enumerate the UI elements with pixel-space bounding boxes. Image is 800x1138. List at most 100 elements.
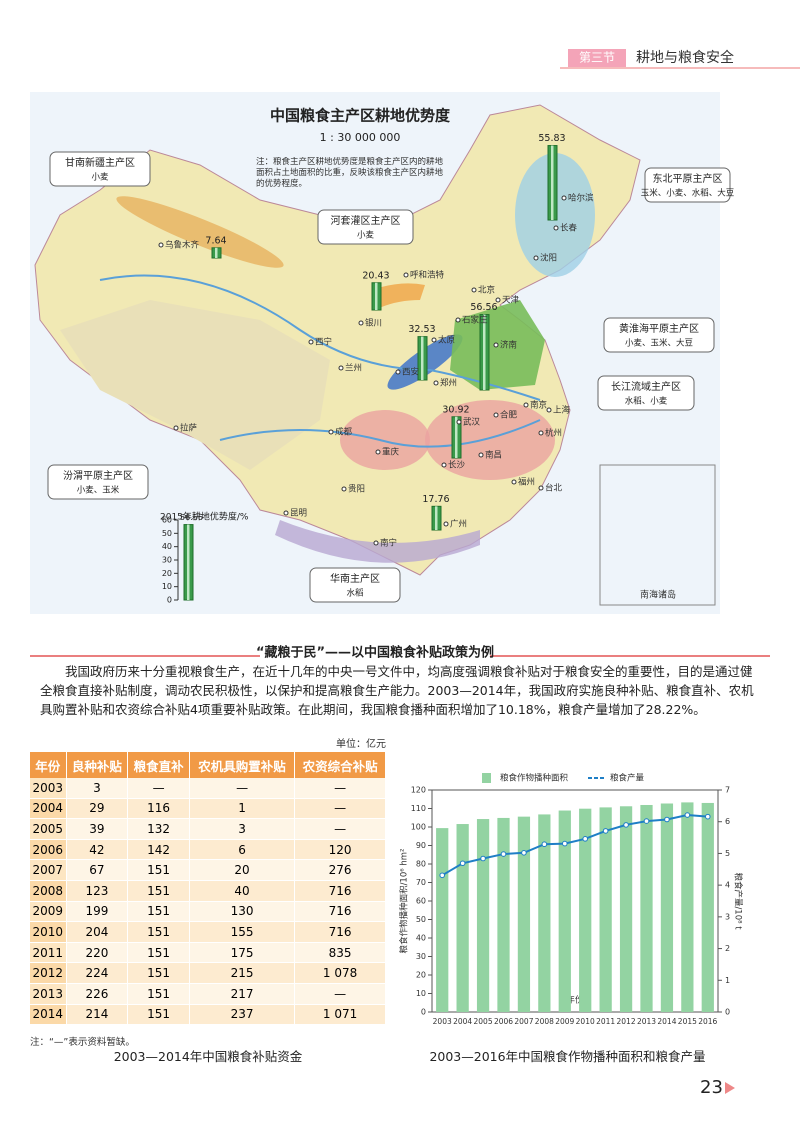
table-row: 2005 39 132 3—: [30, 818, 386, 840]
map-bar-shine: [375, 282, 378, 310]
line-marker: [623, 822, 629, 828]
table-cell: 20: [189, 859, 296, 881]
city-dot: [553, 225, 559, 231]
x-tick-label: 2010: [576, 1017, 595, 1026]
table-cell: 716: [294, 921, 386, 943]
city-dot: [538, 485, 544, 491]
table-row: 2012 224 151 215 1 078: [30, 962, 386, 984]
y-tick-label: 70: [416, 878, 426, 887]
table-cell: —: [294, 818, 386, 840]
section-label: 第三节: [579, 51, 615, 65]
map-value-label: 30.92: [442, 404, 469, 415]
x-tick-label: 2012: [617, 1017, 636, 1026]
region-box: [644, 167, 731, 203]
city-label: 昆明: [290, 509, 307, 519]
section-title-bg: [260, 642, 490, 664]
city-dot: [533, 255, 539, 261]
bar: [599, 807, 612, 1012]
city-label: 北京: [478, 285, 495, 296]
table-cell: 224: [66, 962, 129, 984]
region-box: [309, 567, 401, 603]
line-marker: [561, 840, 568, 847]
y2-tick-label: 0: [725, 1008, 730, 1017]
legend-tick-label: 20: [162, 569, 172, 578]
y-tick-label: 110: [411, 804, 426, 813]
section-tag: [568, 49, 626, 67]
map-value-label: 56.56: [470, 302, 497, 313]
table-cell: 1 078: [294, 962, 386, 984]
legend-tick-label: 40: [162, 542, 172, 551]
city-label: 杭州: [545, 428, 562, 439]
city-dot: [373, 540, 379, 546]
city-dot: [173, 425, 179, 431]
x-axis-label: 年份: [566, 995, 584, 1006]
table-header-cell: 年份: [30, 752, 67, 778]
city-dot: [493, 412, 499, 418]
city-label: 西安: [402, 367, 419, 378]
city-label: 太原: [438, 335, 455, 346]
city-dot: [328, 429, 334, 435]
table-cell: 130: [189, 901, 296, 923]
y-tick-label: 100: [411, 823, 426, 832]
y2-tick-label: 2: [725, 944, 730, 953]
bar: [681, 802, 694, 1012]
map-bar-shine: [421, 336, 424, 380]
city-dot: [283, 510, 289, 516]
city-label: 南昌: [485, 450, 502, 461]
city-label: 南宁: [380, 538, 397, 549]
city-dot: [546, 407, 552, 413]
line-marker: [704, 813, 711, 820]
city-dot: [403, 272, 409, 278]
table-cell: 151: [127, 962, 190, 984]
city-label: 武汉: [463, 417, 481, 428]
bar: [660, 803, 674, 1012]
city-dot: [523, 402, 529, 408]
table-cell: 237: [189, 1004, 296, 1026]
city-dot: [341, 486, 347, 492]
city-dot: [455, 317, 461, 323]
table-row: 2014 214 151 237 1 071: [30, 1004, 386, 1026]
legend-tick-label: 60: [162, 516, 172, 525]
table-cell: 2013: [30, 983, 67, 1005]
table-cell: 6: [189, 839, 296, 861]
table-cell: —: [294, 798, 386, 820]
table-cell: 151: [127, 859, 190, 881]
y-tick-label: 30: [416, 952, 426, 961]
city-dot: [395, 369, 401, 375]
city-label: 长沙: [448, 460, 466, 471]
table-cell: 40: [189, 880, 296, 902]
city-label: 广州: [450, 519, 467, 530]
city-dot: [511, 479, 517, 485]
table-cell: 2009: [30, 901, 67, 923]
table-cell: 151: [127, 1004, 190, 1026]
bar: [476, 819, 490, 1012]
table-cell: 2014: [30, 1004, 67, 1026]
table-cell: 217: [189, 983, 296, 1005]
region-area: [275, 520, 480, 563]
line-marker: [684, 812, 691, 818]
y-tick-label: 10: [416, 989, 426, 998]
x-tick-label: 2015: [678, 1017, 697, 1026]
line-marker: [521, 849, 527, 856]
page-mark: [725, 1082, 735, 1094]
y-tick-label: 120: [411, 786, 426, 795]
region-name: 汾渭平原主产区: [63, 469, 133, 482]
city-label: 台北: [545, 483, 563, 494]
table-cell: 220: [66, 942, 129, 964]
bar: [640, 804, 653, 1012]
table-row: 2008 123 151 40 716: [30, 880, 386, 902]
city-dot: [493, 342, 499, 348]
city-label: 郑州: [440, 378, 457, 389]
table-cell: 716: [294, 880, 386, 902]
table-row: 2006 42 142 6 120: [30, 839, 386, 861]
city-label: 上海: [553, 405, 571, 416]
x-tick-label: 2011: [596, 1017, 615, 1026]
line-marker: [582, 836, 589, 842]
table-cell: 276: [294, 859, 386, 881]
y-tick-label: 90: [416, 841, 426, 850]
y2-tick-label: 7: [725, 786, 730, 795]
header-title: 耕地与粮食安全: [636, 49, 734, 66]
table-cell: 199: [66, 901, 129, 923]
map-title: 中国粮食主产区耕地优势度: [270, 107, 451, 125]
city-label: 呼和浩特: [410, 270, 445, 281]
